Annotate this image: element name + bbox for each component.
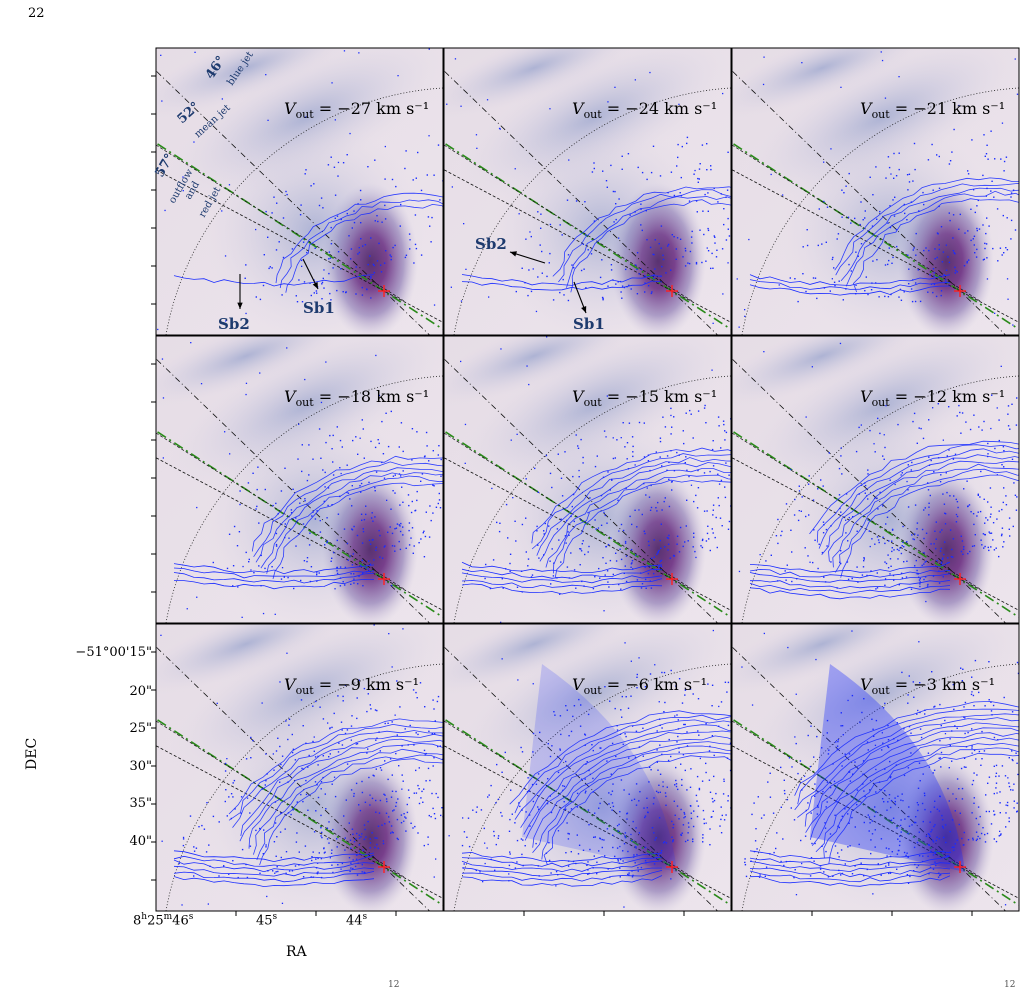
velocity-label: Vout = −9 km s⁻¹ [284,675,419,697]
channel-panel: Vout = −24 km s⁻¹ [443,47,732,336]
ra-tick-label: 8h25m46s [133,912,194,929]
sb2-label: Sb2 [475,235,507,253]
caption-fragment: 12 [1004,980,1016,990]
x-axis-label: RA [286,944,307,960]
page-number: 22 [28,6,45,21]
velocity-label: Vout = −27 km s⁻¹ [284,99,429,121]
channel-panel: Vout = −3 km s⁻¹ [731,623,1020,912]
channel-panel: Vout = −21 km s⁻¹ [731,47,1020,336]
channel-panel: Vout = −18 km s⁻¹ [155,335,444,624]
channel-panel: Vout = −15 km s⁻¹ [443,335,732,624]
sb1-label: Sb1 [303,299,335,317]
dec-tick-label: 35" [129,796,152,811]
velocity-label: Vout = −12 km s⁻¹ [860,387,1005,409]
velocity-label: Vout = −21 km s⁻¹ [860,99,1005,121]
ra-tick-label: 44s [346,912,368,929]
velocity-label: Vout = −15 km s⁻¹ [572,387,717,409]
dec-tick-label: 40" [129,834,152,849]
channel-panel: Vout = −27 km s⁻¹ [155,47,444,336]
channel-panel: Vout = −6 km s⁻¹ [443,623,732,912]
dec-tick-label: 30" [129,759,152,774]
channel-panel: Vout = −12 km s⁻¹ [731,335,1020,624]
caption-fragment: 12 [388,980,400,990]
dec-tick-label: 20" [129,684,152,699]
sb2-label: Sb2 [218,315,250,333]
ra-tick-label: 45s [256,912,278,929]
velocity-label: Vout = −18 km s⁻¹ [284,387,429,409]
dec-tick-label: 25" [129,721,152,736]
channel-panel: Vout = −9 km s⁻¹ [155,623,444,912]
velocity-label: Vout = −24 km s⁻¹ [572,99,717,121]
sb1-label: Sb1 [573,315,605,333]
velocity-label: Vout = −3 km s⁻¹ [860,675,995,697]
velocity-label: Vout = −6 km s⁻¹ [572,675,707,697]
dec-tick-label: −51°00'15" [75,645,152,660]
